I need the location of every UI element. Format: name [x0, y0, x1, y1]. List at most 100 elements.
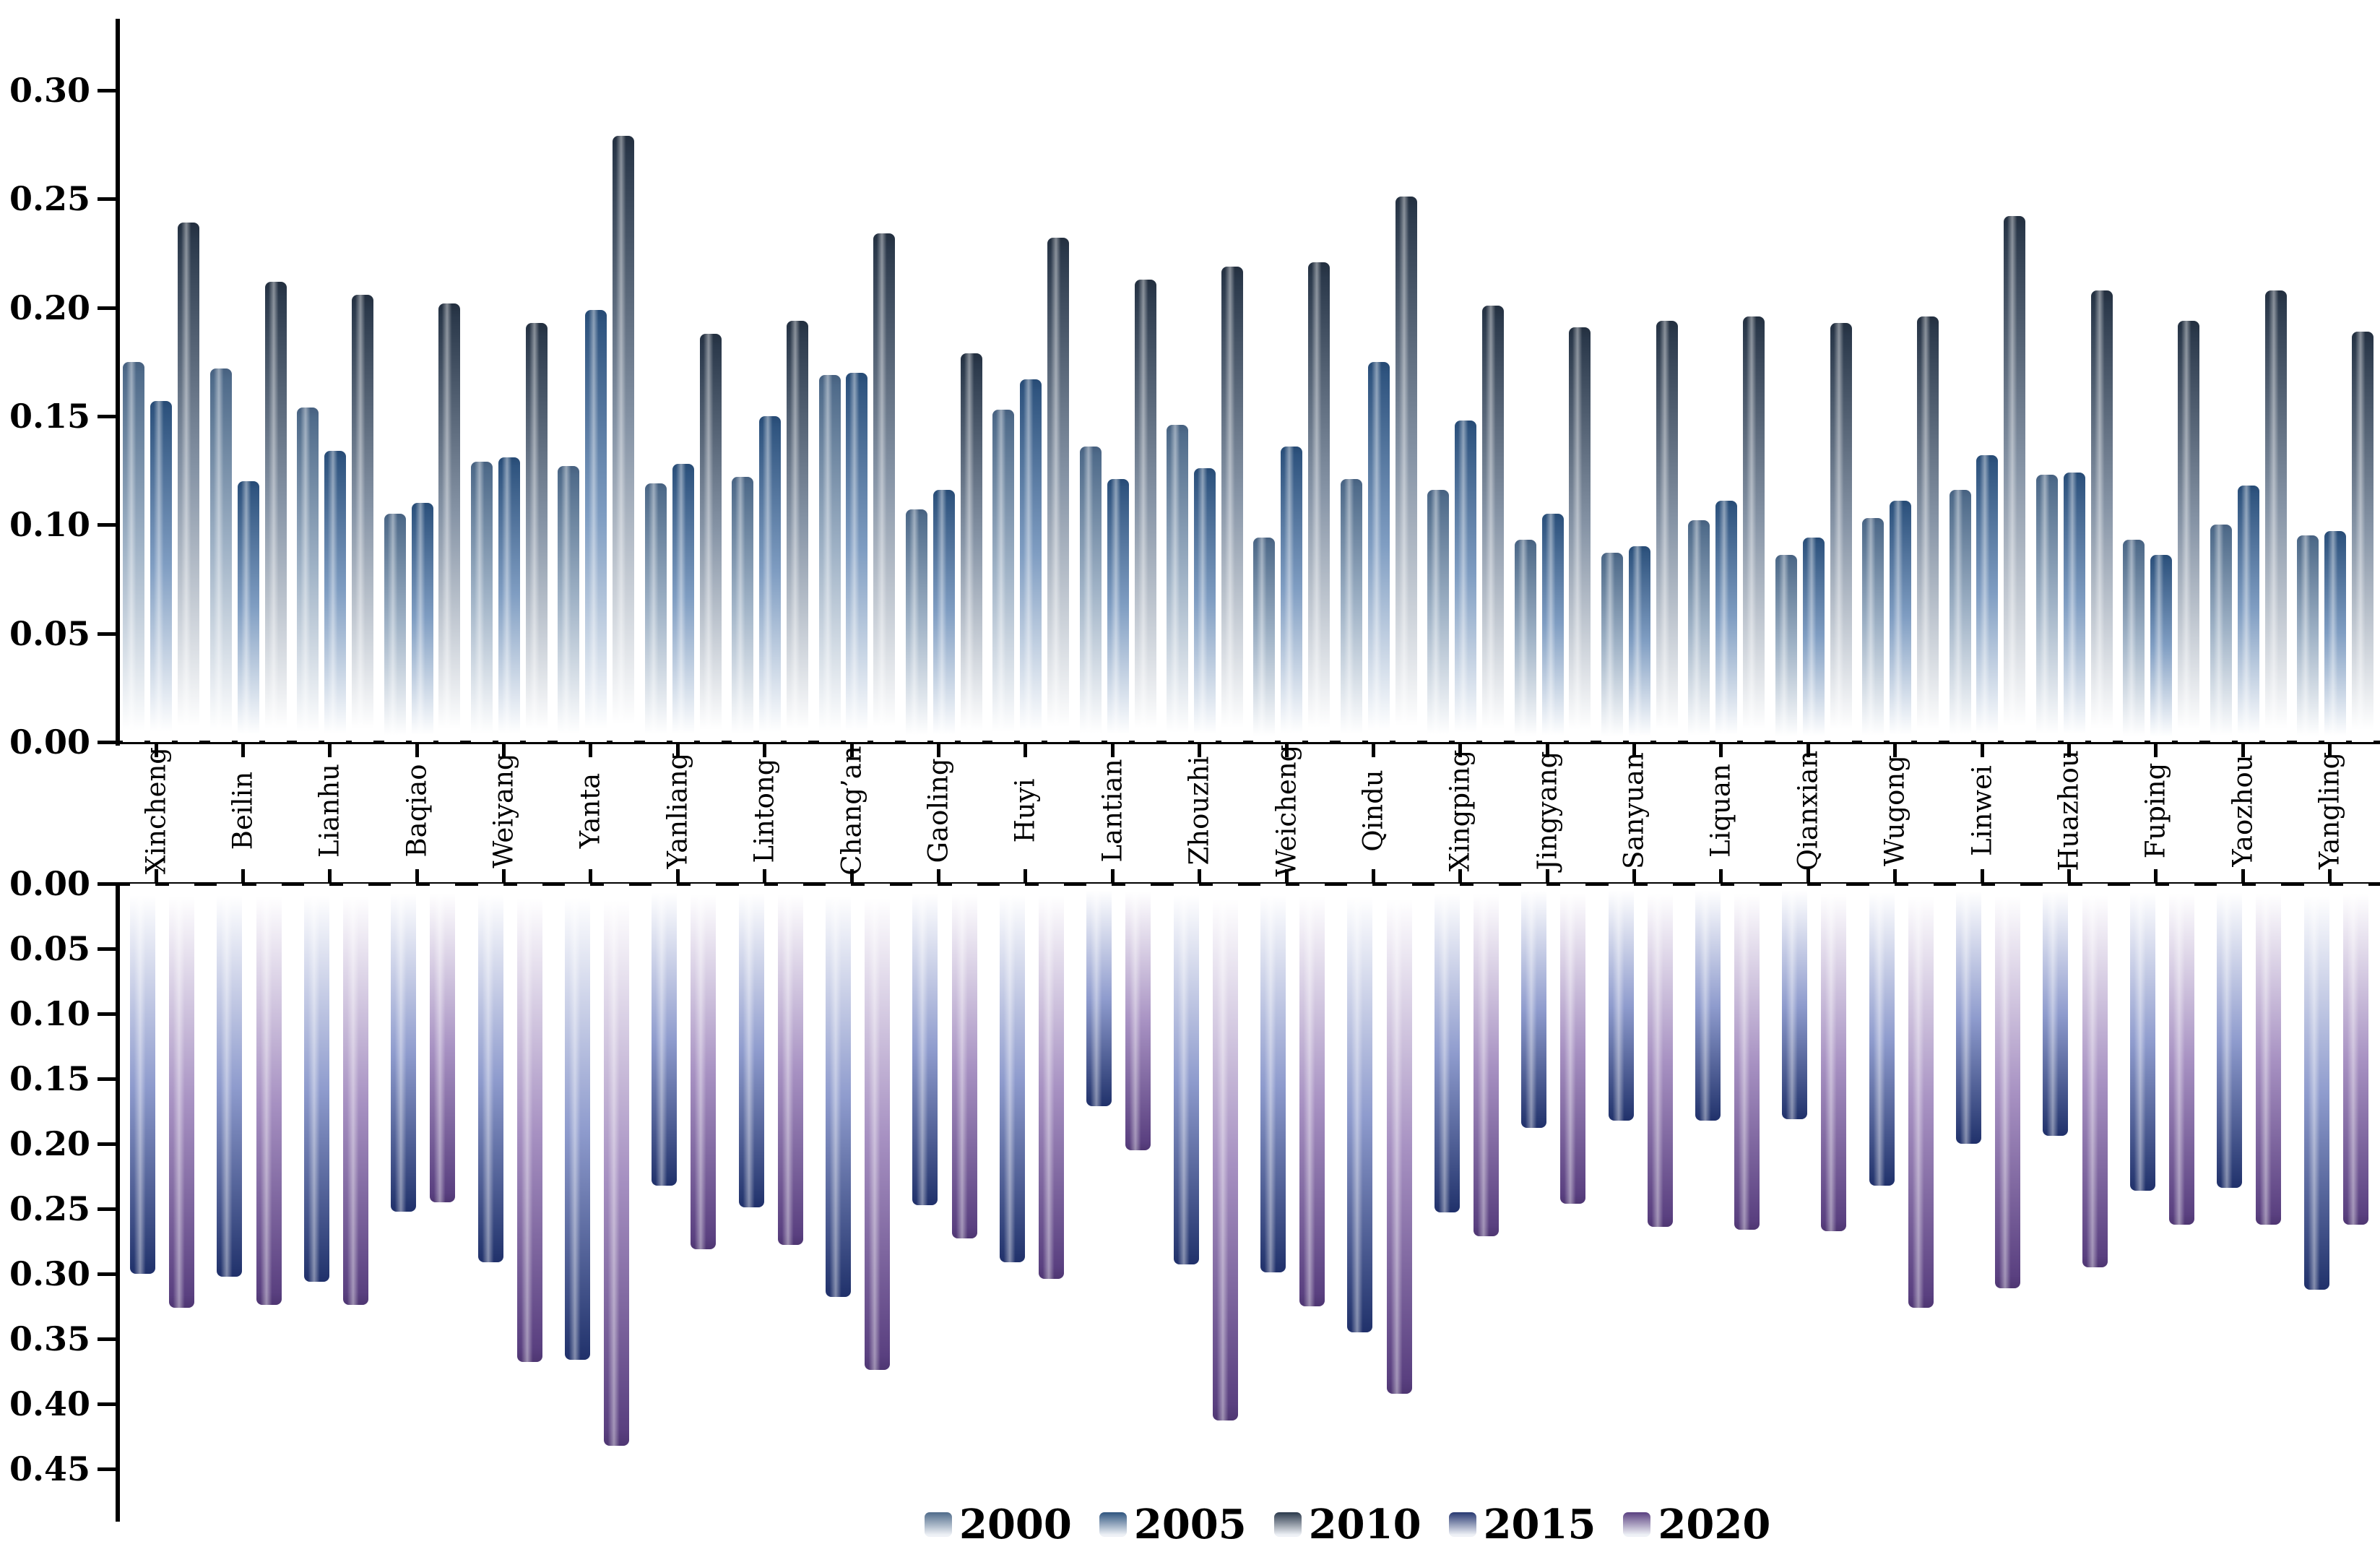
bar-2015-baqiao: [391, 884, 416, 1212]
bar-2020-zhouzhi: [1213, 884, 1238, 1420]
bar-2005-zhouzhi: [1194, 468, 1216, 742]
bar-2005-xincheng: [150, 401, 172, 742]
category-tick-top: [1893, 744, 1897, 757]
category-tick-top: [1980, 744, 1984, 757]
y-tick-2015-0.20: [98, 1142, 116, 1146]
category-tick-top: [241, 744, 245, 757]
bar-2020-jingyang: [1560, 884, 1585, 1204]
category-tick-bottom: [328, 869, 332, 882]
legend-swatch-2005: [1099, 1512, 1127, 1537]
y-tick-label: 0.00: [9, 864, 90, 903]
category-label-weicheng: Weicheng: [1271, 744, 1302, 877]
legend-label: 2005: [1133, 1501, 1247, 1548]
bar-2015-beilin: [217, 884, 242, 1277]
category-tick-top: [763, 744, 767, 757]
y-tick-2015-0.25: [98, 1207, 116, 1211]
category-tick-top: [589, 744, 593, 757]
legend-swatch-2020: [1623, 1512, 1651, 1537]
bar-2000-gaoling: [906, 509, 927, 742]
top-chart-x-axis: [116, 741, 2380, 744]
category-tick-bottom: [154, 869, 158, 882]
category-label-weiyang: Weiyang: [488, 753, 519, 868]
bar-2000-xingping: [1427, 490, 1449, 742]
bar-2005-linwei: [1976, 455, 1998, 742]
bar-2000-zhouzhi: [1167, 425, 1188, 742]
bar-2015-lianhu: [304, 884, 329, 1282]
bar-2010-zhouzhi: [1221, 267, 1243, 742]
category-tick-bottom: [2328, 869, 2332, 882]
category-label-qianxian: Qianxian: [1792, 750, 1824, 871]
category-label-liquan: Liquan: [1705, 764, 1736, 858]
bar-2020-sanyuan: [1648, 884, 1673, 1227]
bar-2015-changan: [826, 884, 851, 1297]
bar-2010-weiyang: [526, 323, 548, 742]
bar-2005-xingping: [1455, 421, 1476, 742]
category-tick-bottom: [415, 869, 419, 882]
bar-2010-qindu: [1395, 197, 1417, 742]
category-label-yaozhou: Yaozhou: [2227, 754, 2259, 867]
bar-2015-yaozhou: [2217, 884, 2242, 1188]
bar-2000-baqiao: [384, 514, 406, 742]
bottom-chart-y-axis: [116, 882, 120, 1522]
category-tick-top: [1110, 744, 1115, 757]
bar-2020-qindu: [1387, 884, 1412, 1394]
bar-2005-fuping: [2150, 555, 2172, 742]
y-tick-label: 0.05: [9, 929, 90, 968]
category-tick-bottom: [1893, 869, 1897, 882]
category-tick-bottom: [675, 869, 680, 882]
bar-2000-yanta: [558, 466, 579, 742]
y-tick-label: 0.35: [9, 1319, 90, 1358]
bar-2015-weicheng: [1260, 884, 1286, 1272]
category-label-beilin: Beilin: [227, 771, 259, 850]
category-label-zhouzhi: Zhouzhi: [1183, 756, 1215, 866]
legend-swatch-2015: [1448, 1512, 1476, 1537]
bar-2020-weicheng: [1299, 884, 1325, 1306]
bar-2005-jingyang: [1542, 514, 1564, 742]
category-tick-top: [2067, 744, 2072, 757]
bar-2005-yaozhou: [2238, 486, 2259, 742]
category-label-baqiao: Baqiao: [401, 764, 433, 858]
category-tick-bottom: [2067, 869, 2072, 882]
y-tick-2015-0.35: [98, 1337, 116, 1341]
bar-2000-jingyang: [1515, 540, 1536, 742]
category-tick-bottom: [1545, 869, 1549, 882]
category-label-yanta: Yanta: [574, 772, 606, 849]
bar-2010-huazhou: [2091, 290, 2113, 742]
y-tick-label: 0.20: [9, 1124, 90, 1163]
y-tick-2015-0.45: [98, 1467, 116, 1471]
bar-2010-gaoling: [961, 353, 982, 742]
y-tick-2015-0.30: [98, 1272, 116, 1276]
bar-2005-yangling: [2324, 531, 2346, 742]
category-tick-bottom: [1980, 869, 1984, 882]
bar-2010-lianhu: [352, 295, 373, 742]
bar-2010-yanta: [613, 136, 634, 742]
category-tick-bottom: [937, 869, 941, 882]
bar-2010-sanyuan: [1656, 321, 1678, 742]
y-tick-2015-0.00: [98, 882, 116, 886]
bar-2000-linwei: [1950, 490, 1971, 742]
bar-2010-xingping: [1482, 306, 1504, 742]
bar-2010-qianxian: [1830, 323, 1852, 742]
bar-2010-lantian: [1135, 280, 1156, 742]
bar-2010-wugong: [1917, 316, 1939, 742]
bar-2015-xingping: [1435, 884, 1460, 1212]
bar-2020-yanta: [604, 884, 629, 1446]
bar-2010-yangling: [2352, 332, 2373, 742]
bar-2005-lianhu: [324, 451, 346, 742]
y-tick-2000-0.20: [98, 306, 116, 310]
y-tick-2000-0.30: [98, 89, 116, 92]
category-tick-top: [1458, 744, 1463, 757]
bar-2015-qianxian: [1782, 884, 1807, 1119]
bar-2015-huyi: [1000, 884, 1025, 1262]
bar-2000-weiyang: [471, 462, 493, 742]
bar-2010-lintong: [787, 321, 808, 742]
bar-2020-baqiao: [430, 884, 455, 1202]
y-tick-2015-0.40: [98, 1402, 116, 1406]
category-tick-top: [1371, 744, 1375, 757]
bar-2005-lintong: [759, 416, 781, 742]
y-tick-2000-0.00: [98, 741, 116, 744]
bar-2020-yangling: [2343, 884, 2368, 1225]
bar-2005-weicheng: [1281, 447, 1302, 742]
y-tick-label: 0.25: [9, 179, 90, 219]
y-tick-label: 0.30: [9, 1254, 90, 1293]
